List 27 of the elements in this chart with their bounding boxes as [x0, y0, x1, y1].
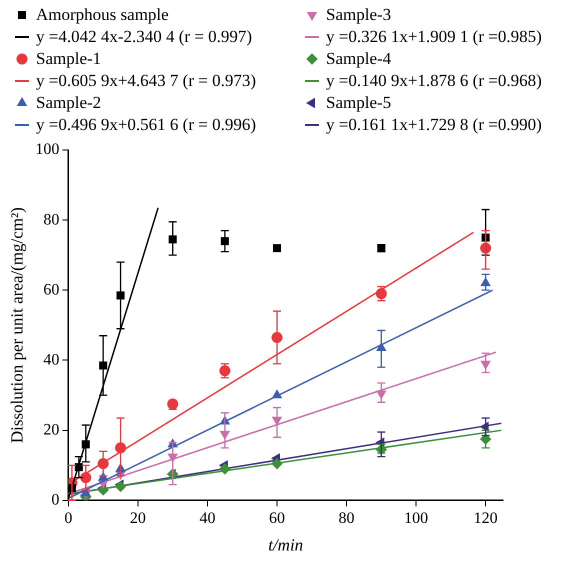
y-tick-label: 0: [51, 492, 60, 509]
legend-label: Sample-3: [326, 5, 392, 25]
x-tick-label: 120: [474, 510, 498, 528]
x-axis-title: t/min: [268, 535, 304, 554]
y-tick-label: 20: [43, 422, 60, 439]
x-tick-label: 0: [64, 510, 72, 528]
y-tick-label: 40: [43, 351, 60, 368]
legend-label: y =4.042 4x-2.340 4 (r = 0.997): [36, 27, 252, 47]
legend-label: Amorphous sample: [36, 5, 169, 25]
x-tick-label: 40: [199, 510, 216, 528]
legend-label: Sample-4: [326, 49, 392, 69]
legend-label: Sample-5: [326, 93, 392, 113]
x-tick-label: 80: [338, 510, 355, 528]
y-tick-label: 60: [43, 281, 60, 298]
legend-label: y =0.496 9x+0.561 6 (r = 0.996): [36, 115, 256, 135]
x-tick-label: 20: [130, 510, 146, 528]
y-axis-title: Dissolution per unit area/(mg/cm²): [8, 207, 27, 444]
y-tick-label: 100: [35, 141, 60, 158]
legend-label: Sample-2: [36, 93, 102, 113]
legend-label: Sample-1: [36, 49, 102, 69]
y-tick-label: 80: [43, 211, 60, 228]
legend-label: y =0.605 9x+4.643 7 (r = 0.973): [36, 71, 256, 91]
legend-label: y =0.326 1x+1.909 1 (r =0.985): [326, 27, 542, 47]
x-tick-label: 60: [269, 510, 286, 528]
x-tick-label: 100: [404, 510, 428, 528]
legend-label: y =0.140 9x+1.878 6 (r =0.968): [326, 71, 542, 91]
legend-label: y =0.161 1x+1.729 8 (r =0.990): [326, 115, 542, 135]
